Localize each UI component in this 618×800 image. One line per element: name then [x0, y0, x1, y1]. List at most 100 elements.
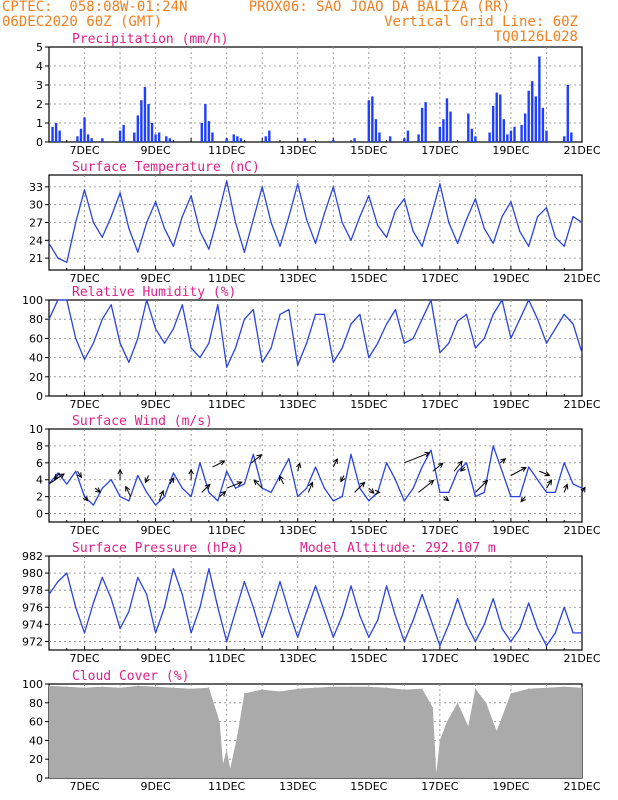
series-point: [554, 632, 556, 634]
cloud-point: [563, 686, 565, 688]
panel-frame: [48, 46, 583, 143]
series-point: [377, 619, 379, 621]
series-point: [394, 210, 397, 212]
x-tick-label: 17DEC: [421, 398, 458, 411]
series-point: [439, 352, 441, 354]
precip-bar: [136, 115, 140, 142]
wind-arrowhead: [117, 468, 123, 475]
wind-arrow: [169, 477, 175, 485]
y-tick-label: 80: [29, 313, 43, 326]
series-point: [128, 361, 130, 363]
series-point: [172, 472, 174, 474]
series-point: [581, 221, 583, 224]
x-tick-label: 9DEC: [141, 780, 171, 793]
series-point: [57, 299, 59, 301]
series-point: [492, 445, 494, 447]
precip-bar: [154, 134, 157, 142]
series-point: [545, 645, 548, 647]
cloud-point: [279, 691, 281, 693]
y-tick-label: 60: [29, 332, 43, 345]
wind-arrowhead: [220, 490, 227, 497]
cloud-point: [222, 763, 224, 765]
series-point: [483, 623, 485, 625]
y-tick-label: 0: [36, 390, 43, 403]
series-point: [519, 628, 521, 630]
series-point: [332, 500, 334, 502]
series-point: [163, 227, 166, 230]
series-point: [439, 491, 441, 494]
wind-arrowhead: [159, 489, 165, 496]
series-point: [448, 342, 450, 344]
series-point: [128, 500, 130, 502]
series-point: [57, 472, 59, 474]
series-point: [403, 342, 405, 344]
series-point: [545, 491, 548, 494]
x-tick-label: 19DEC: [492, 398, 529, 411]
series-point: [57, 581, 59, 583]
cloud-point: [137, 685, 139, 687]
series-point: [394, 479, 397, 481]
series-point: [261, 636, 263, 638]
wind-arrow: [510, 467, 527, 476]
wind-arrowhead: [520, 466, 527, 472]
x-tick-label: 13DEC: [279, 652, 316, 665]
panel-subtitle: Model Altitude: 292.107 m: [300, 541, 496, 556]
series-point: [48, 242, 50, 244]
series-point: [137, 576, 139, 578]
series-point: [332, 636, 334, 638]
series-point: [341, 615, 343, 617]
series-point: [208, 568, 210, 570]
series-point: [75, 606, 77, 608]
y-tick-label: 982: [22, 550, 43, 563]
series-point: [66, 572, 68, 574]
series-point: [394, 309, 397, 311]
wind-arrowhead: [457, 460, 463, 467]
wind-arrowhead: [95, 487, 102, 493]
series-point: [465, 462, 468, 464]
series-point: [350, 453, 352, 455]
wind-arrowhead: [188, 468, 194, 475]
series-point: [279, 313, 281, 315]
precip-bar: [388, 136, 392, 142]
cloud-point: [48, 685, 50, 687]
series-point: [332, 361, 334, 363]
series-point: [172, 245, 174, 247]
cloud-point: [528, 688, 530, 690]
cloud-point: [386, 687, 388, 689]
series-point: [110, 598, 112, 600]
series-point: [359, 215, 361, 218]
cloud-point: [368, 686, 370, 688]
x-tick-label: 13DEC: [279, 780, 316, 793]
series-point: [234, 487, 237, 489]
x-tick-label: 13DEC: [279, 144, 316, 157]
cloud-point: [403, 689, 405, 691]
series-point: [172, 568, 174, 570]
x-tick-label: 7DEC: [69, 524, 99, 537]
precip-bar: [509, 130, 513, 142]
series-point: [199, 357, 201, 359]
wind-arrowhead: [144, 477, 150, 484]
wind-arrow: [77, 470, 82, 478]
precip-bar: [211, 132, 214, 142]
wind-arrow: [432, 462, 444, 472]
wind-arrowhead: [308, 481, 314, 488]
series-point: [101, 318, 103, 320]
wind-arrowhead: [482, 479, 489, 486]
x-tick-label: 19DEC: [492, 524, 529, 537]
wind-arrowhead: [256, 454, 263, 460]
y-tick-label: 972: [22, 635, 43, 648]
x-tick-label: 21DEC: [563, 524, 600, 537]
series-point: [323, 313, 325, 315]
series-point: [119, 342, 121, 344]
series-point: [554, 236, 556, 238]
series-point: [563, 606, 565, 608]
x-tick-label: 17DEC: [421, 780, 458, 793]
series-point: [457, 242, 459, 244]
y-tick-label: 24: [29, 234, 43, 247]
precip-bar: [534, 96, 538, 142]
series-point: [430, 299, 432, 301]
wind-arrows: [48, 451, 586, 503]
series-point: [288, 457, 290, 460]
series-point: [377, 224, 379, 227]
series-point: [288, 215, 290, 218]
